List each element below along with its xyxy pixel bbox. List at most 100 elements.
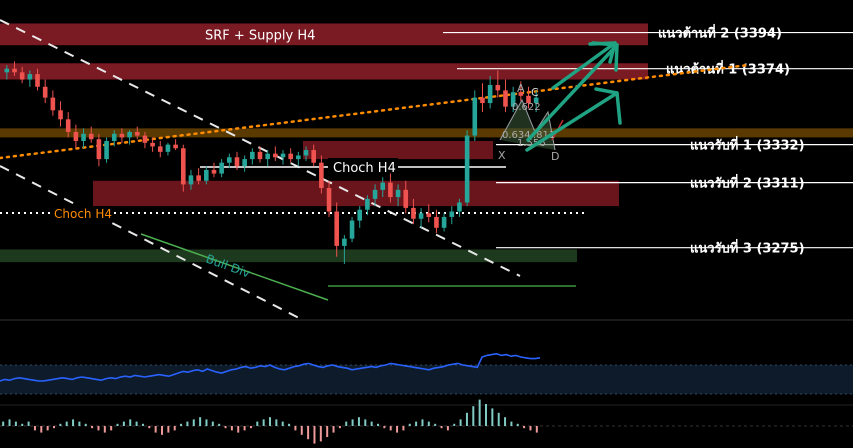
hist-bar-14 xyxy=(91,426,94,429)
candle-body-14 xyxy=(111,133,117,142)
hist-bar-26 xyxy=(167,426,170,433)
hist-bar-56 xyxy=(357,417,360,426)
candle-body-4 xyxy=(35,74,40,87)
hist-bar-45 xyxy=(288,423,291,426)
candle-body-11 xyxy=(88,133,94,140)
candle-body-54 xyxy=(418,213,424,219)
pattern-point-c: C xyxy=(531,86,539,99)
candle-body-57 xyxy=(441,216,447,228)
hist-bar-2 xyxy=(14,421,17,426)
candle-body-21 xyxy=(165,144,171,152)
candle-body-30 xyxy=(234,157,240,167)
candle-body-61 xyxy=(472,97,478,136)
harmonic-pattern: A C X D 0.622 0.634 .811 1.556 xyxy=(498,82,564,163)
hist-bar-41 xyxy=(262,419,265,426)
hist-bar-55 xyxy=(351,419,354,426)
zone-1 xyxy=(0,63,648,80)
hist-bar-65 xyxy=(415,421,418,426)
fib-label-1556: 1.556 xyxy=(517,138,546,149)
hist-bar-69 xyxy=(440,426,443,429)
hist-bar-25 xyxy=(161,426,163,435)
hist-bar-57 xyxy=(364,419,367,426)
hist-bar-31 xyxy=(199,417,202,426)
hist-bar-7 xyxy=(46,426,49,431)
candle-body-31 xyxy=(242,159,247,167)
candle-body-68 xyxy=(526,95,531,104)
hist-bar-15 xyxy=(97,426,100,431)
level-label-2: แนวต้านที่ 1 (3374) xyxy=(666,60,790,78)
candle-body-58 xyxy=(449,211,455,217)
candle-body-60 xyxy=(464,135,470,203)
hist-bar-47 xyxy=(300,426,303,435)
hist-bar-63 xyxy=(402,426,405,431)
candle-body-20 xyxy=(157,146,163,152)
candle-body-18 xyxy=(142,135,148,143)
fib-label-0622: 0.622 xyxy=(512,102,541,113)
pattern-point-x: X xyxy=(498,149,506,162)
candle-body-13 xyxy=(104,141,109,160)
hist-bar-59 xyxy=(377,423,379,426)
hist-bar-51 xyxy=(326,426,329,437)
hist-bar-9 xyxy=(59,423,62,426)
hist-bar-16 xyxy=(103,426,106,433)
candle-body-52 xyxy=(403,189,409,208)
hist-bar-28 xyxy=(180,423,183,426)
key-levels: แนวต้านที่ 2 (3394) แนวต้านที่ 1 (3374) แน… xyxy=(443,24,853,257)
candle-body-9 xyxy=(73,131,79,142)
hist-bar-21 xyxy=(135,421,138,426)
candle-body-39 xyxy=(303,150,309,156)
hist-bar-72 xyxy=(459,419,462,426)
candle-body-55 xyxy=(426,213,432,217)
zone-2 xyxy=(0,128,853,138)
rsi-line xyxy=(0,352,541,382)
candle-body-38 xyxy=(296,155,301,160)
hist-bar-13 xyxy=(84,423,87,426)
candle-body-19 xyxy=(150,142,155,147)
candle-body-10 xyxy=(81,133,86,142)
fib-label-811: .811 xyxy=(533,130,555,141)
level-label-3: แนวรับที่ 1 (3332) xyxy=(690,136,805,154)
candle-body-67 xyxy=(518,92,524,96)
choch-h4-white-label: Choch H4 xyxy=(333,161,396,176)
channel-lower-line xyxy=(0,165,304,321)
candle-body-43 xyxy=(334,211,340,246)
hist-bar-18 xyxy=(116,423,119,426)
hist-bar-12 xyxy=(78,421,81,426)
candle-body-3 xyxy=(27,74,33,80)
candle-body-49 xyxy=(380,182,386,190)
hist-bar-34 xyxy=(218,423,221,426)
candle-body-44 xyxy=(342,238,347,246)
hist-bar-42 xyxy=(269,417,271,426)
hist-bar-24 xyxy=(154,426,157,433)
candle-body-66 xyxy=(510,92,516,107)
arrow-up-right-shaft xyxy=(551,41,617,90)
hist-bar-8 xyxy=(53,426,55,429)
arrow-down-shaft xyxy=(525,91,619,152)
hist-bar-44 xyxy=(281,421,284,426)
candle-body-35 xyxy=(273,153,278,158)
hist-bar-53 xyxy=(338,426,341,429)
hist-bar-79 xyxy=(504,417,507,426)
arrow-up-left-shaft xyxy=(526,43,619,142)
candle-body-0 xyxy=(4,68,10,73)
hist-bar-23 xyxy=(148,426,151,429)
candle-body-63 xyxy=(487,84,493,104)
hist-bar-49 xyxy=(313,426,316,444)
hist-bar-4 xyxy=(27,421,30,426)
hist-bar-66 xyxy=(421,419,424,426)
bull-div-line xyxy=(140,233,329,301)
hist-bar-20 xyxy=(129,419,132,426)
candle-body-59 xyxy=(457,202,462,212)
candle-body-5 xyxy=(42,86,48,98)
candle-body-25 xyxy=(196,175,201,181)
candle-body-6 xyxy=(50,97,56,111)
candle-body-16 xyxy=(127,131,132,138)
hist-bar-60 xyxy=(383,426,386,429)
candle-body-23 xyxy=(180,148,186,185)
level-label-4: แนวรับที่ 2 (3311) xyxy=(690,174,805,192)
hist-bar-82 xyxy=(523,426,526,429)
candle-body-2 xyxy=(19,72,25,80)
hist-bar-37 xyxy=(237,426,240,433)
hist-bar-38 xyxy=(243,426,246,431)
hist-bar-50 xyxy=(319,426,322,442)
